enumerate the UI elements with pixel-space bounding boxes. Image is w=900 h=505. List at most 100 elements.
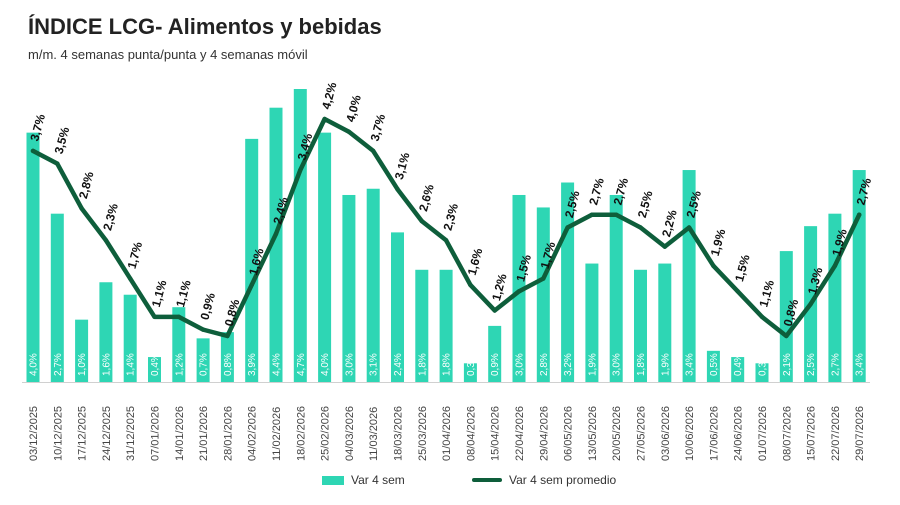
bar-value-label: 1,6% — [101, 353, 112, 376]
x-tick-label: 25/02/2026 — [320, 406, 332, 461]
line-point — [79, 206, 84, 211]
bar — [755, 363, 769, 382]
x-tick-label: 04/03/2026 — [344, 406, 356, 461]
line-point — [492, 308, 497, 313]
line-value-label: 2,5% — [562, 189, 583, 219]
x-tick-label: 10/06/2026 — [684, 406, 696, 461]
bar-value-label: 3,9% — [247, 353, 258, 376]
x-tick-label: 08/07/2026 — [781, 406, 793, 461]
line-value-label: 1,9% — [829, 227, 850, 257]
line-point — [225, 333, 230, 339]
bar-value-label: 1,0% — [77, 353, 88, 376]
legend-label-line: Var 4 sem promedio — [509, 473, 617, 487]
bar-value-label: 1,8% — [417, 353, 428, 376]
line-value-label: 2,6% — [416, 183, 437, 213]
legend-label-bar: Var 4 sem — [351, 473, 405, 487]
legend-swatch-line — [472, 478, 502, 482]
bar — [123, 294, 137, 382]
line-point — [857, 212, 862, 217]
bar-value-label: 2,1% — [782, 353, 793, 376]
bar-value-label: 1,4% — [126, 353, 137, 376]
bar-value-label: 0,4% — [150, 353, 161, 376]
line-point — [711, 263, 716, 268]
x-tick-label: 11/03/2026 — [368, 407, 380, 461]
line-value-label: 3,7% — [368, 112, 389, 142]
bar-value-label: 0,9% — [490, 353, 501, 376]
line-point — [662, 244, 667, 249]
x-tick-label: 08/04/2026 — [465, 406, 477, 461]
line-point — [298, 167, 303, 173]
line-value-label: 0,8% — [222, 297, 243, 327]
x-tick-label: 17/12/2025 — [77, 406, 89, 461]
bar-value-label: 2,5% — [806, 353, 817, 376]
legend-item-line: Var 4 sem promedio — [472, 473, 616, 487]
x-tick-label: 07/01/2026 — [150, 406, 162, 461]
bar-value-label: 0,7% — [199, 353, 210, 376]
bar-value-label: 0,3% — [758, 353, 769, 376]
line-value-label: 2,5% — [683, 189, 704, 219]
x-tick-label: 11/02/2026 — [271, 407, 283, 461]
line-value-label: 1,7% — [538, 240, 559, 270]
bar-value-label: 1,9% — [587, 353, 598, 376]
line-value-label: 3,7% — [27, 112, 48, 142]
bar — [609, 194, 623, 382]
x-tick-label: 18/03/2026 — [393, 406, 405, 461]
line-value-label: 0,9% — [197, 291, 218, 321]
bar-value-label: 4,4% — [272, 353, 283, 376]
line-value-label: 3,5% — [52, 125, 73, 155]
line-value-label: 3,4% — [295, 131, 316, 161]
bar — [99, 282, 113, 382]
bar-value-label: 1,2% — [174, 353, 185, 376]
bar-value-label: 3,0% — [612, 353, 623, 376]
line-value-label: 1,6% — [465, 246, 486, 276]
bar-value-label: 0,8% — [223, 353, 234, 376]
x-tick-label: 22/04/2026 — [514, 406, 526, 461]
x-tick-label: 31/12/2025 — [125, 406, 137, 461]
bar — [148, 357, 161, 382]
x-tick-label: 29/04/2026 — [538, 406, 550, 461]
line-point — [395, 187, 400, 192]
bar-value-label: 1,8% — [442, 353, 453, 376]
line-value-label: 1,6% — [246, 246, 267, 276]
x-tick-label: 29/07/2026 — [854, 406, 866, 461]
bar-value-label: 2,7% — [53, 353, 64, 376]
line-value-label: 4,0% — [343, 93, 364, 123]
bar-value-label: 1,9% — [660, 353, 671, 376]
line-point — [784, 333, 789, 339]
line-value-label: 1,5% — [732, 253, 753, 283]
line-point — [565, 225, 570, 230]
line-value-label: 2,7% — [586, 176, 607, 206]
bar-value-label: 0,5% — [709, 353, 720, 376]
x-tick-label: 24/06/2026 — [733, 406, 745, 461]
x-tick-label: 20/05/2026 — [611, 406, 623, 461]
bar — [318, 132, 332, 382]
bar — [415, 269, 429, 382]
x-tick-label: 28/01/2026 — [222, 406, 234, 461]
legend-item-bar: Var 4 sem — [322, 473, 405, 487]
line-point — [759, 314, 765, 320]
bar-value-label: 3,4% — [855, 353, 866, 376]
bar-value-label: 2,7% — [830, 353, 841, 376]
x-tick-label: 24/12/2025 — [101, 406, 113, 461]
x-tick-label: 27/05/2026 — [636, 406, 648, 461]
bar-value-label: 2,4% — [393, 353, 404, 376]
x-tick-label: 22/07/2026 — [830, 406, 842, 461]
line-point — [638, 225, 643, 230]
bar — [342, 194, 356, 382]
bar — [220, 332, 234, 382]
chart-title: ÍNDICE LCG- Alimentos y bebidas — [28, 14, 382, 39]
x-tick-label: 13/05/2026 — [587, 406, 599, 461]
x-tick-label: 01/04/2026 — [441, 406, 453, 461]
line-value-label: 1,7% — [125, 240, 146, 270]
x-tick-label: 14/01/2026 — [174, 406, 186, 461]
line-point — [832, 263, 838, 268]
x-tick-label: 03/06/2026 — [660, 406, 672, 461]
line-point — [614, 212, 619, 217]
line-point — [686, 225, 692, 230]
line-value-label: 4,2% — [319, 80, 340, 110]
x-tick-label: 21/01/2026 — [198, 406, 210, 461]
bar — [488, 325, 502, 382]
legend-swatch-bar — [322, 475, 344, 485]
line-point — [55, 161, 60, 166]
line-point — [346, 129, 352, 134]
